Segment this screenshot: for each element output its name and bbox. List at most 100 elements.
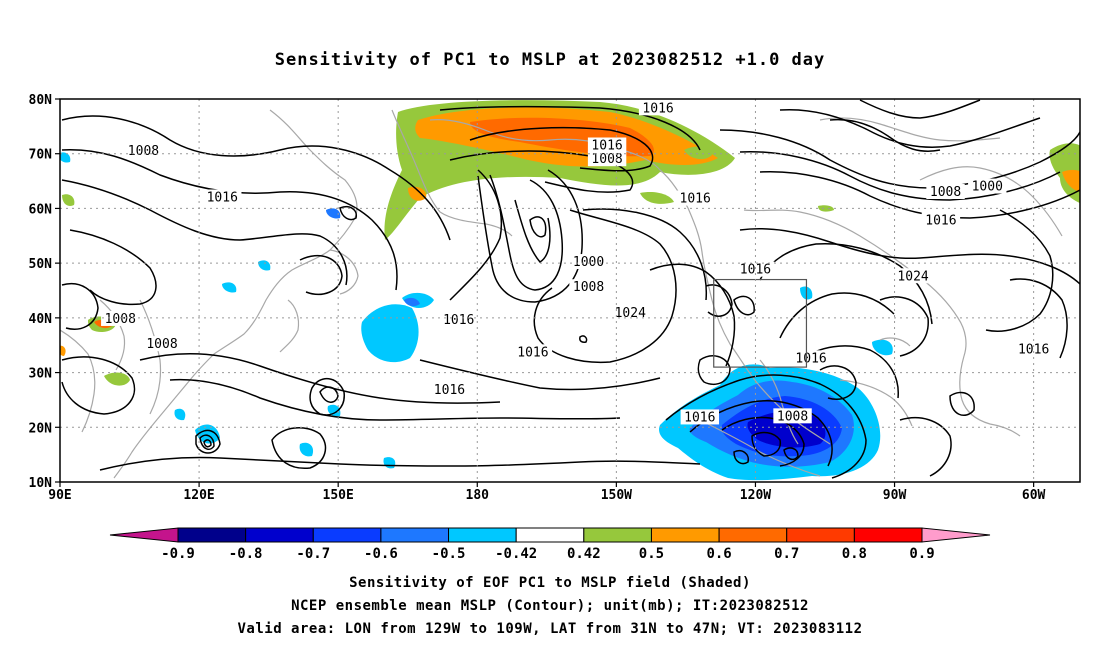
lon-tick-label: 90W (883, 488, 907, 503)
contour-label-bg (569, 254, 608, 270)
lon-tick-label: 90E (48, 488, 71, 503)
colorbar-segment (515, 527, 585, 543)
contour-label-bg (101, 310, 140, 326)
colorbar-label: 0.7 (774, 546, 799, 562)
lon-tick-label: 150E (323, 488, 354, 503)
lat-tick-label: 80N (29, 93, 53, 108)
lat-tick-label: 10N (29, 476, 53, 491)
colorbar-label: -0.5 (432, 546, 466, 562)
colorbar-label: 0.42 (567, 546, 601, 562)
contour-label: 1008 (128, 144, 159, 159)
colorbar-segment (718, 527, 788, 543)
contour-label: 1024 (615, 306, 646, 321)
contour-label: 1016 (443, 313, 474, 328)
lat-tick-label: 40N (29, 312, 53, 327)
colorbar-label: 0.9 (909, 546, 934, 562)
coastlines (60, 109, 1063, 479)
contour-label: 1016 (434, 383, 465, 398)
colorbar-segment (312, 527, 382, 543)
contour-label-bg (203, 189, 242, 205)
contour-label-bg (1014, 341, 1053, 357)
contour-label: 1024 (897, 269, 928, 284)
lat-tick-label: 70N (29, 148, 53, 163)
contour-label: 1016 (680, 192, 711, 207)
plot-frame (59, 98, 1081, 483)
contour-label-bg (968, 178, 1007, 194)
lat-tick-label: 20N (29, 421, 53, 436)
contour-label-bg (569, 279, 608, 295)
contour-label: 1016 (684, 410, 715, 425)
lat-tick-label: 50N (29, 257, 53, 272)
contour-label: 1016 (591, 139, 622, 154)
contour-label-bg (921, 212, 961, 228)
contour-label-bg (773, 408, 812, 424)
lon-tick-label: 180 (466, 488, 490, 503)
caption-line-1: Sensitivity of EOF PC1 to MSLP field (Sh… (349, 575, 751, 591)
contour-label: 1016 (207, 190, 238, 205)
map-title: Sensitivity of PC1 to MSLP at 2023082512… (274, 50, 826, 70)
contour-label: 1016 (795, 351, 826, 366)
contour-label-bg (124, 142, 163, 158)
contour-label: 1016 (1018, 343, 1049, 358)
contour-label: 1016 (517, 345, 548, 360)
lon-tick-label: 60W (1022, 488, 1046, 503)
caption-line-2: NCEP ensemble mean MSLP (Contour); unit(… (291, 598, 809, 614)
lat-tick-label: 60N (29, 202, 53, 217)
contour-label: 1016 (925, 213, 956, 228)
gridlines (60, 99, 1080, 482)
lon-tick-label: 120E (183, 488, 214, 503)
colorbar-label: -0.8 (229, 546, 263, 562)
colorbar-label: -0.9 (161, 546, 195, 562)
colorbar-label: -0.6 (364, 546, 398, 562)
colorbar-segment (245, 527, 314, 543)
contour-label: 1016 (642, 101, 673, 116)
contour-label: 1008 (105, 312, 136, 327)
mslp-contours (61, 99, 1080, 479)
lon-tick-label: 120W (740, 488, 771, 503)
contour-label-bg (513, 344, 553, 360)
contour-label-bg (680, 409, 720, 425)
contour-label-bg (439, 312, 478, 328)
lat-tick-label: 30N (29, 367, 53, 382)
colorbar-high-extension (921, 527, 991, 543)
colorbar-segment (650, 527, 720, 543)
colorbar-segment (786, 527, 855, 543)
contour-label: 1016 (740, 263, 771, 278)
contour-label: 1000 (972, 180, 1003, 195)
contour-label: 1008 (930, 185, 961, 200)
colorbar-label: 0.5 (639, 546, 664, 562)
colorbar: -0.9 -0.8 -0.7 -0.6 -0.5 -0.42 0.42 0.5 0.6 0.7 0.… (109, 527, 991, 562)
contour-label: 1008 (573, 280, 604, 295)
contour-label-bg (791, 350, 831, 366)
colorbar-label: -0.42 (495, 546, 537, 562)
contour-label: 1000 (573, 255, 604, 270)
contour-label: 1008 (777, 409, 808, 424)
positive-sensitivity-shading (60, 100, 1080, 386)
colorbar-label: 0.6 (706, 546, 731, 562)
contour-label-bg (926, 184, 965, 200)
valid-area-box (713, 278, 808, 368)
caption-line-3: Valid area: LON from 129W to 109W, LAT f… (237, 621, 863, 637)
colorbar-label: -0.7 (296, 546, 330, 562)
colorbar-low-extension (109, 527, 179, 543)
colorbar-segment (177, 527, 247, 543)
colorbar-segment (583, 527, 652, 543)
colorbar-segment (853, 527, 923, 543)
contour-label-bg (736, 261, 775, 277)
negative-sensitivity-shading (60, 152, 893, 481)
colorbar-segment (380, 527, 450, 543)
colorbar-segment (448, 527, 517, 543)
lon-tick-label: 150W (601, 488, 632, 503)
contour-label-bg (893, 268, 933, 284)
contour-label: 1008 (591, 152, 622, 167)
contour-label-bg (611, 304, 650, 320)
contour-label-bg (638, 100, 678, 116)
contour-label-bg (675, 190, 715, 206)
colorbar-label: 0.8 (842, 546, 867, 562)
contour-label-bg (430, 382, 469, 398)
contour-label: 1008 (146, 337, 177, 352)
contour-label-bg (142, 336, 182, 352)
